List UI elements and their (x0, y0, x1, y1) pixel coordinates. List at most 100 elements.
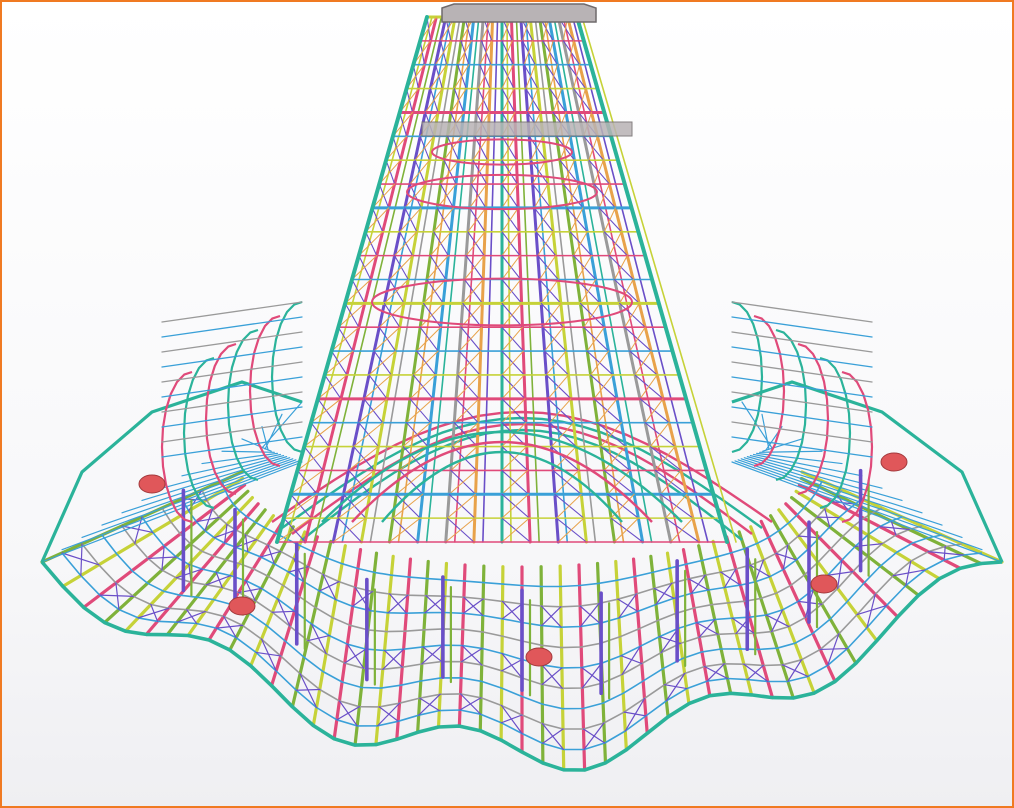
cross-brace (706, 663, 725, 682)
tower-brace (475, 88, 491, 113)
cross-brace (866, 593, 876, 629)
support-pad (525, 647, 553, 667)
tower-brace (600, 422, 622, 448)
support-pad (880, 452, 908, 472)
cross-brace (583, 722, 605, 751)
wing-purlin (731, 421, 873, 443)
tower-brace (424, 88, 443, 113)
cross-brace (176, 610, 206, 623)
wing-purlin (731, 436, 873, 458)
cross-brace (461, 647, 483, 663)
tower-brace (448, 469, 477, 495)
tower-brace (423, 279, 447, 304)
tower-brace (446, 493, 477, 519)
cross-brace (137, 607, 170, 619)
tower-brace (624, 302, 640, 328)
cross-brace (827, 633, 840, 667)
tower-brace (530, 135, 544, 161)
tower-brace (547, 374, 569, 400)
tower-brace (467, 207, 487, 233)
tower-brace (402, 422, 431, 448)
tower-brace (535, 207, 552, 233)
tower-brace (371, 183, 396, 209)
tower-brace (373, 326, 401, 352)
tower-brace (445, 517, 476, 543)
cross-brace (307, 634, 330, 642)
cross-brace (147, 556, 177, 560)
rear-rib (181, 453, 282, 477)
cross-brace (260, 550, 282, 558)
wing-purlin (161, 361, 303, 383)
tower-brace (501, 207, 519, 233)
tower-brace (457, 40, 472, 66)
tower-brace (603, 207, 616, 233)
tower-brace (501, 279, 522, 304)
tower-brace (385, 135, 408, 161)
tower-brace (501, 493, 529, 519)
cross-brace (318, 581, 340, 592)
tower-brace (501, 326, 523, 352)
cross-brace (927, 551, 964, 556)
tower-brace (644, 398, 664, 424)
cross-brace (500, 714, 523, 724)
tower-brace (608, 231, 622, 257)
tower-brace (409, 374, 437, 400)
cross-brace (344, 648, 367, 664)
rear-rib (264, 413, 283, 450)
tower-brace (404, 183, 426, 209)
tower-brace (348, 446, 379, 471)
wing-arch (841, 370, 874, 524)
support-pad (228, 596, 256, 616)
tower-brace (501, 231, 520, 257)
tower-brace (462, 279, 484, 304)
cross-brace (541, 667, 563, 686)
tower-brace (670, 517, 694, 543)
rear-rib (737, 459, 963, 538)
tower-brace (550, 422, 575, 448)
wing-arch (204, 342, 237, 496)
cross-brace (213, 529, 237, 539)
platform-deck (421, 121, 633, 137)
cross-brace (754, 559, 765, 583)
tower-brace (501, 374, 525, 400)
cross-brace (271, 610, 296, 613)
cross-brace (299, 673, 318, 709)
roof-skirt-frame (40, 380, 1004, 772)
tower-brace (537, 231, 554, 257)
tower-brace (533, 183, 549, 209)
platform-ring (431, 138, 573, 166)
tower-brace (395, 469, 426, 495)
tower-brace (540, 279, 559, 304)
tower-brace (593, 159, 604, 185)
tower-brace (629, 326, 646, 352)
cross-brace (542, 728, 564, 744)
wing-purlin (161, 316, 303, 338)
tower-brace (556, 493, 582, 519)
rear-rib (740, 458, 943, 526)
tower-brace (501, 64, 514, 90)
tower-brace (337, 493, 371, 519)
tower-brace (639, 374, 658, 400)
wing-purlin (731, 331, 873, 353)
tower-brace (406, 398, 434, 424)
wing-arch (753, 314, 786, 468)
cross-brace (277, 598, 291, 627)
tower-brace (460, 302, 483, 328)
cross-brace (501, 603, 523, 620)
tower-brace (303, 422, 336, 448)
tower-brace (351, 255, 378, 280)
rear-rib (759, 450, 823, 453)
cross-brace (581, 662, 603, 689)
tower-brace (532, 159, 546, 185)
tower-brace (433, 207, 454, 233)
wing-purlin (161, 436, 303, 458)
rear-rib (241, 438, 272, 452)
tower-brace (614, 517, 639, 543)
tower-brace (310, 398, 342, 424)
cross-brace (655, 582, 673, 606)
tower-brace (458, 326, 483, 352)
tower-brace (392, 111, 414, 137)
cross-brace (377, 702, 401, 727)
